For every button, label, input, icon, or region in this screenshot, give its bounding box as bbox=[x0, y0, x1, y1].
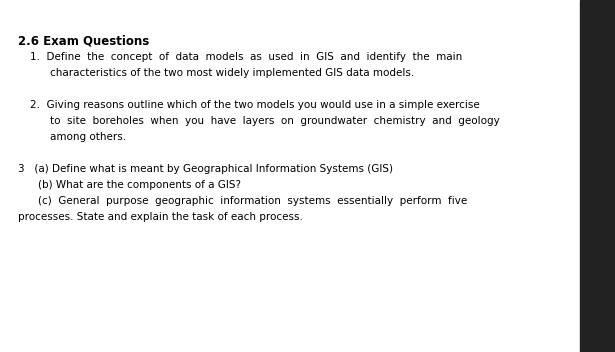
Text: among others.: among others. bbox=[50, 132, 126, 142]
Text: 1.  Define  the  concept  of  data  models  as  used  in  GIS  and  identify  th: 1. Define the concept of data models as … bbox=[30, 52, 462, 62]
Text: 2.  Giving reasons outline which of the two models you would use in a simple exe: 2. Giving reasons outline which of the t… bbox=[30, 100, 480, 110]
Text: to  site  boreholes  when  you  have  layers  on  groundwater  chemistry  and  g: to site boreholes when you have layers o… bbox=[50, 116, 500, 126]
Text: (c)  General  purpose  geographic  information  systems  essentially  perform  f: (c) General purpose geographic informati… bbox=[38, 196, 467, 206]
Text: processes. State and explain the task of each process.: processes. State and explain the task of… bbox=[18, 212, 303, 222]
Text: characteristics of the two most widely implemented GIS data models.: characteristics of the two most widely i… bbox=[50, 68, 415, 78]
Text: (b) What are the components of a GIS?: (b) What are the components of a GIS? bbox=[38, 180, 241, 190]
Bar bbox=[580, 0, 615, 352]
Text: 3   (a) Define what is meant by Geographical Information Systems (GIS): 3 (a) Define what is meant by Geographic… bbox=[18, 164, 393, 174]
Text: 2.6 Exam Questions: 2.6 Exam Questions bbox=[18, 35, 149, 48]
